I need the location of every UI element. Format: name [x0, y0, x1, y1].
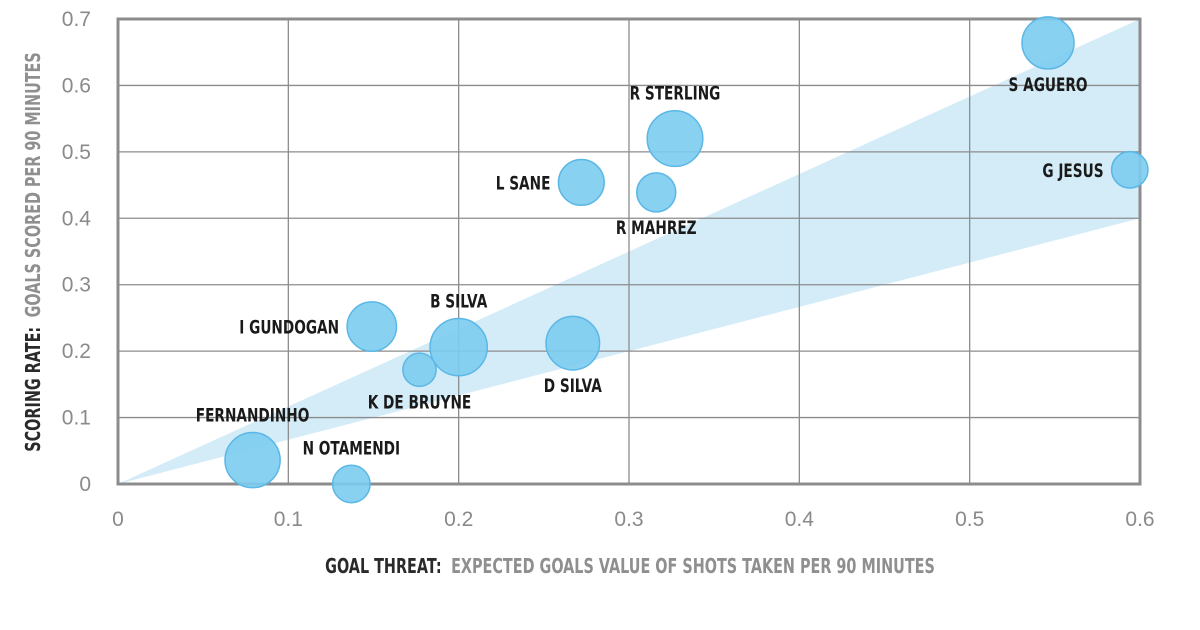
x-tick-label: 0.4 — [785, 508, 815, 531]
plot-frame — [116, 17, 1142, 486]
bubble-point — [346, 301, 398, 353]
point-label: D SILVA — [544, 375, 602, 397]
x-tick-label: 0.3 — [614, 508, 643, 531]
x-tick-label: 0.5 — [955, 508, 984, 531]
bubble-point — [636, 172, 677, 213]
point-label: N OTAMENDI — [303, 437, 401, 459]
x-axis-title-bold: GOAL THREAT: — [325, 556, 441, 579]
bubble-point — [224, 431, 281, 489]
point-label: L SANE — [496, 172, 551, 194]
bubble-point — [557, 158, 605, 207]
bubble-point — [429, 317, 489, 377]
point-label: FERNANDINHO — [196, 404, 310, 426]
y-tick-label: 0.5 — [62, 141, 91, 164]
bubble-point — [545, 315, 601, 371]
point-label: B SILVA — [430, 290, 487, 312]
bubble-point — [331, 464, 371, 504]
y-axis-title-bold: SCORING RATE: — [23, 327, 46, 452]
x-tick-label: 0.1 — [274, 508, 303, 531]
y-tick-label: 0.3 — [62, 274, 91, 297]
point-label: R MAHREZ — [616, 217, 697, 239]
y-tick-label: 0.4 — [62, 207, 92, 230]
x-axis-title-rest: EXPECTED GOALS VALUE OF SHOTS TAKEN PER … — [451, 556, 935, 579]
y-tick-label: 0 — [79, 473, 91, 496]
bubble-point — [646, 110, 704, 168]
point-label: R STERLING — [630, 83, 721, 105]
y-tick-label: 0.6 — [62, 74, 91, 97]
point-label: S AGUERO — [1009, 74, 1088, 96]
bubble-point — [402, 352, 437, 388]
point-label: G JESUS — [1042, 160, 1103, 182]
x-tick-label: 0.6 — [1125, 508, 1154, 531]
point-label: I GUNDOGAN — [239, 316, 339, 338]
bubble-point — [1021, 16, 1075, 70]
y-axis-title-rest: GOALS SCORED PER 90 MINUTES — [23, 52, 46, 317]
x-tick-label: 0.2 — [444, 508, 473, 531]
y-axis-title: SCORING RATE: GOALS SCORED PER 90 MINUTE… — [23, 52, 46, 451]
y-tick-label: 0.2 — [62, 340, 91, 363]
y-tick-label: 0.1 — [62, 407, 91, 430]
x-axis-title: GOAL THREAT: EXPECTED GOALS VALUE OF SHO… — [325, 556, 935, 579]
y-tick-label: 0.7 — [62, 8, 91, 31]
bubble-point — [1110, 150, 1149, 189]
point-label: K DE BRUYNE — [368, 391, 472, 413]
x-tick-label: 0 — [112, 508, 124, 531]
